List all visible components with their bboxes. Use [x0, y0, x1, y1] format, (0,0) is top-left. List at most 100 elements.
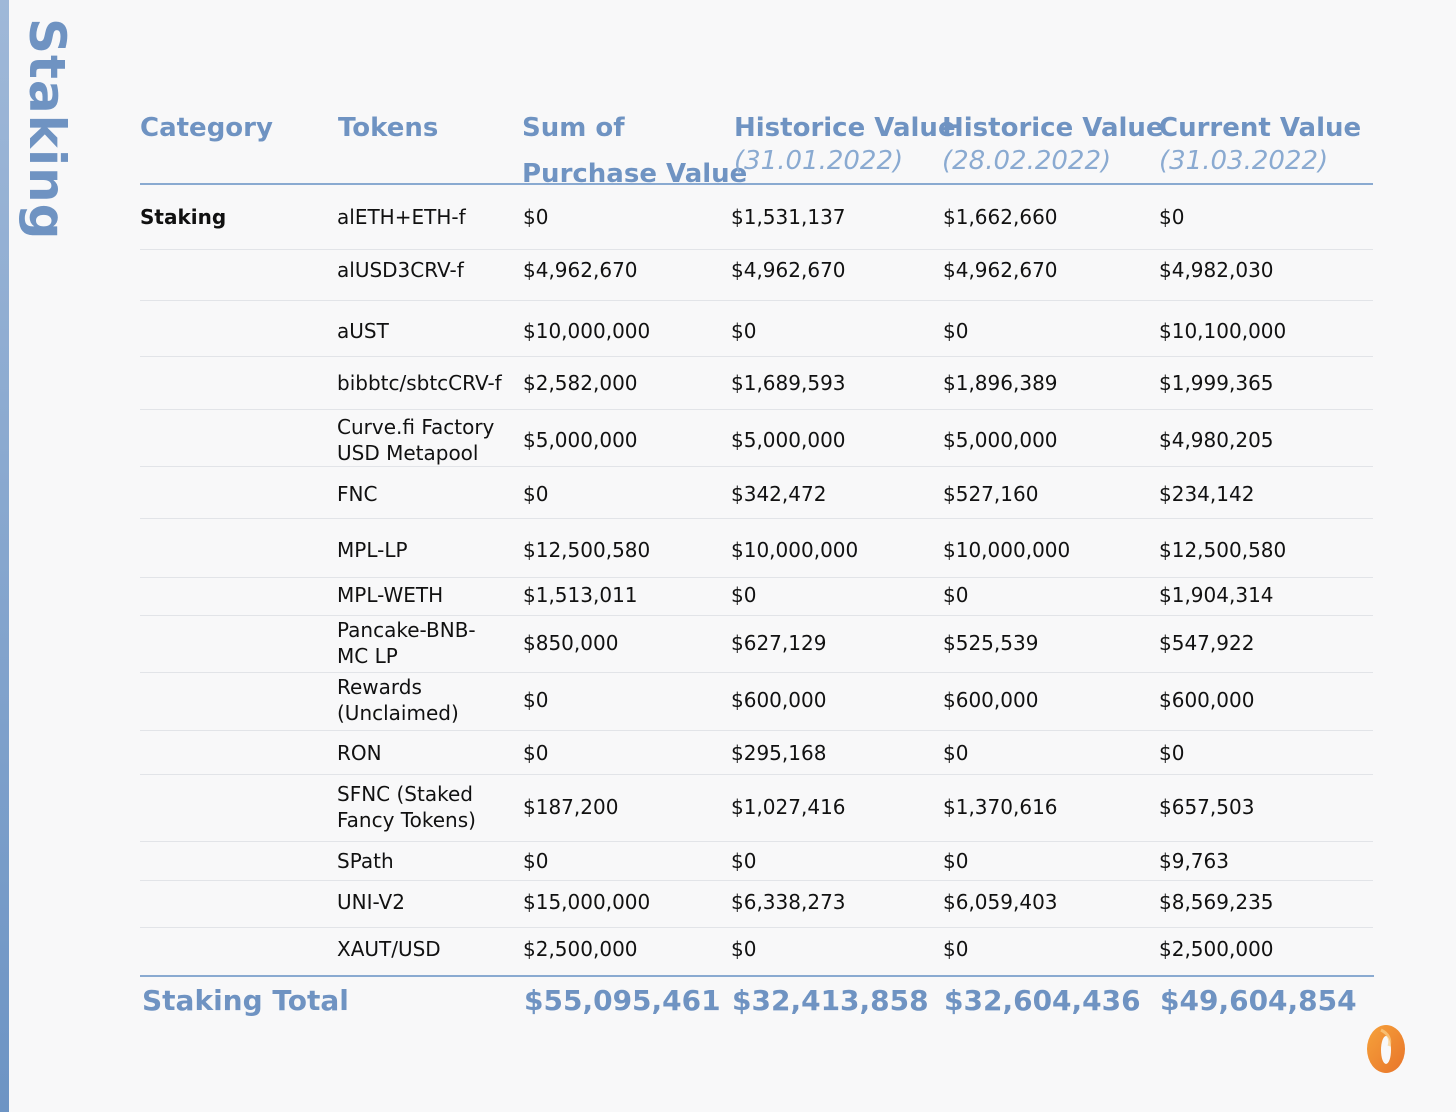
historic-jan-cell: $1,689,593 — [731, 371, 846, 395]
token-cell: bibbtc/sbtcCRV-f — [337, 370, 502, 396]
purchase-value-cell: $15,000,000 — [523, 890, 651, 914]
token-name-line: aUST — [337, 319, 389, 343]
token-name-line: alETH+ETH-f — [337, 205, 466, 229]
current-value-cell: $9,763 — [1159, 849, 1229, 873]
header-category-title: Category — [140, 113, 273, 143]
historic-feb-cell: $0 — [943, 849, 969, 873]
historic-jan-cell: $10,000,000 — [731, 538, 859, 562]
token-name-line: MPL-LP — [337, 538, 408, 562]
current-value-cell: $10,100,000 — [1159, 319, 1287, 343]
token-cell: aUST — [337, 318, 389, 344]
current-value-cell: $547,922 — [1159, 631, 1255, 655]
purchase-value-cell: $0 — [523, 849, 549, 873]
row-divider — [140, 927, 1373, 928]
header-category: Category — [140, 112, 273, 145]
total-divider — [140, 975, 1374, 977]
token-name-line: (Unclaimed) — [337, 701, 459, 725]
header-purchase-line1: Sum of — [522, 113, 625, 143]
token-cell: MPL-LP — [337, 537, 408, 563]
header-historic-jan: Historice Value (31.01.2022) — [734, 112, 956, 178]
current-value-cell: $234,142 — [1159, 482, 1255, 506]
token-name-line: MC LP — [337, 644, 398, 668]
token-name-line: Pancake-BNB- — [337, 618, 476, 642]
row-divider — [140, 466, 1373, 467]
historic-feb-cell: $0 — [943, 583, 969, 607]
historic-jan-cell: $600,000 — [731, 688, 827, 712]
token-cell: FNC — [337, 481, 377, 507]
header-current-value: Current Value (31.03.2022) — [1159, 112, 1361, 178]
current-value-cell: $0 — [1159, 205, 1185, 229]
header-current-date: (31.03.2022) — [1159, 146, 1329, 176]
row-divider — [140, 577, 1373, 578]
purchase-value-cell: $2,582,000 — [523, 371, 638, 395]
purchase-value-cell: $0 — [523, 741, 549, 765]
token-cell: UNI-V2 — [337, 889, 405, 915]
current-value-cell: $4,980,205 — [1159, 428, 1274, 452]
purchase-value-cell: $850,000 — [523, 631, 619, 655]
total-current-value: $49,604,854 — [1160, 984, 1357, 1017]
row-divider — [140, 774, 1373, 775]
row-divider — [140, 615, 1373, 616]
total-historic-jan: $32,413,858 — [732, 984, 929, 1017]
token-name-line: XAUT/USD — [337, 937, 441, 961]
token-cell: MPL-WETH — [337, 582, 443, 608]
historic-feb-cell: $5,000,000 — [943, 428, 1058, 452]
token-cell: SPath — [337, 848, 394, 874]
historic-jan-cell: $0 — [731, 319, 757, 343]
purchase-value-cell: $5,000,000 — [523, 428, 638, 452]
current-value-cell: $8,569,235 — [1159, 890, 1274, 914]
token-name-line: MPL-WETH — [337, 583, 444, 607]
historic-feb-cell: $0 — [943, 741, 969, 765]
historic-feb-cell: $6,059,403 — [943, 890, 1058, 914]
purchase-value-cell: $187,200 — [523, 795, 619, 819]
historic-feb-cell: $0 — [943, 319, 969, 343]
token-cell: Curve.fi Factory USD Metapool — [337, 414, 494, 466]
historic-jan-cell: $295,168 — [731, 741, 827, 765]
current-value-cell: $0 — [1159, 741, 1185, 765]
token-name-line: Rewards — [337, 675, 422, 699]
category-cell: Staking — [140, 205, 227, 229]
historic-feb-cell: $1,370,616 — [943, 795, 1058, 819]
current-value-cell: $2,500,000 — [1159, 937, 1274, 961]
purchase-value-cell: $0 — [523, 482, 549, 506]
historic-jan-cell: $0 — [731, 937, 757, 961]
token-cell: Rewards (Unclaimed) — [337, 674, 459, 726]
historic-jan-cell: $342,472 — [731, 482, 827, 506]
header-tokens-title: Tokens — [338, 113, 439, 143]
token-cell: XAUT/USD — [337, 936, 441, 962]
historic-jan-cell: $5,000,000 — [731, 428, 846, 452]
purchase-value-cell: $10,000,000 — [523, 319, 651, 343]
token-name-line: RON — [337, 741, 382, 765]
historic-feb-cell: $1,662,660 — [943, 205, 1058, 229]
current-value-cell: $1,904,314 — [1159, 583, 1274, 607]
purchase-value-cell: $1,513,011 — [523, 583, 638, 607]
current-value-cell: $657,503 — [1159, 795, 1255, 819]
purchase-value-cell: $0 — [523, 205, 549, 229]
historic-feb-cell: $525,539 — [943, 631, 1039, 655]
row-divider — [140, 356, 1373, 357]
row-divider — [140, 409, 1373, 410]
historic-feb-cell: $0 — [943, 937, 969, 961]
header-purchase-line2: Purchase Value — [522, 159, 748, 189]
row-divider — [140, 300, 1373, 301]
token-name-line: Fancy Tokens) — [337, 808, 476, 832]
header-historic-feb-date: (28.02.2022) — [942, 146, 1112, 176]
header-historic-feb: Historice Value (28.02.2022) — [942, 112, 1164, 178]
orange-ring-logo-icon — [1367, 1025, 1405, 1073]
row-divider — [140, 730, 1373, 731]
row-divider — [140, 249, 1373, 250]
current-value-cell: $12,500,580 — [1159, 538, 1287, 562]
header-purchase-value: Sum of Purchase Value — [522, 112, 747, 191]
purchase-value-cell: $12,500,580 — [523, 538, 651, 562]
historic-jan-cell: $6,338,273 — [731, 890, 846, 914]
historic-feb-cell: $527,160 — [943, 482, 1039, 506]
purchase-value-cell: $0 — [523, 688, 549, 712]
total-purchase-value: $55,095,461 — [524, 984, 721, 1017]
token-name-line: Curve.fi Factory — [337, 415, 495, 439]
historic-feb-cell: $10,000,000 — [943, 538, 1071, 562]
token-name-line: UNI-V2 — [337, 890, 405, 914]
row-divider — [140, 518, 1373, 519]
historic-feb-cell: $1,896,389 — [943, 371, 1058, 395]
token-cell: alUSD3CRV-f — [337, 257, 464, 283]
historic-jan-cell: $1,027,416 — [731, 795, 846, 819]
